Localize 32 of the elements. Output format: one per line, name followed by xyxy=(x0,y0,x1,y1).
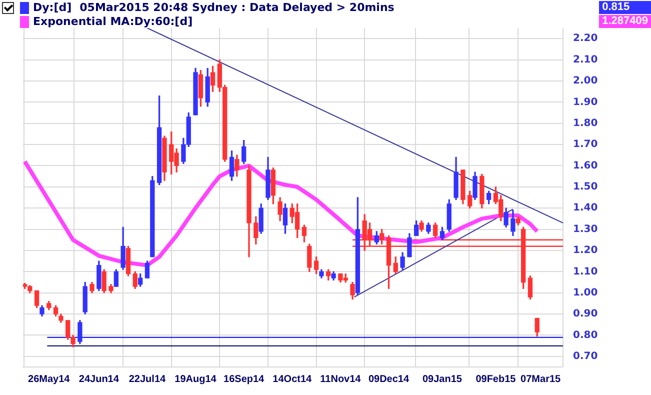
x-tick-label: 11Nov14 xyxy=(320,374,362,385)
x-tick-label: 14Oct14 xyxy=(272,374,312,385)
y-tick-label: 1.60 xyxy=(573,160,598,172)
y-tick-label: 1.30 xyxy=(573,224,598,235)
x-tick-label: 09Dec14 xyxy=(368,374,410,385)
y-tick-label: 2.00 xyxy=(573,76,598,87)
y-tick-label: 1.70 xyxy=(573,139,598,150)
y-tick-label: 1.10 xyxy=(573,266,598,278)
x-tick-label: 22Jul14 xyxy=(128,374,166,385)
y-tick-label: 1.00 xyxy=(573,287,598,298)
x-tick-label: 16Sep14 xyxy=(224,374,265,385)
y-tick-label: 1.40 xyxy=(573,202,598,214)
y-tick-label: 1.50 xyxy=(573,182,598,192)
x-tick-label: 09Jan15 xyxy=(422,374,462,385)
x-tick-label: 19Aug14 xyxy=(174,374,217,385)
y-tick-label: 2.10 xyxy=(573,54,598,66)
text: 1.287409 xyxy=(599,15,651,28)
x-tick-label: 24Jun14 xyxy=(78,374,120,385)
y-tick-label: 1.20 xyxy=(573,245,598,256)
legend-label: Exponential MA:Dy:60:[d] xyxy=(33,15,193,29)
y-tick-label: 0.90 xyxy=(573,308,598,320)
y-tick-label: 0.80 xyxy=(573,330,598,341)
y-tick-label: 1.80 xyxy=(573,118,598,129)
x-tick-label: 07Mar15 xyxy=(520,374,562,385)
x-tick-label: 09Feb15 xyxy=(476,374,516,385)
chart-title: 05Mar2015 20:48 Sydney : Data Delayed > 20mins xyxy=(80,1,394,15)
text: 0.815 xyxy=(599,1,651,14)
x-tick-label: 26May14 xyxy=(28,374,70,385)
y-tick-label: 2.20 xyxy=(573,33,598,44)
legend-label: Dy:[d] xyxy=(33,1,72,15)
y-tick-label: 0.70 xyxy=(573,351,598,362)
y-tick-label: 1.90 xyxy=(573,96,598,108)
